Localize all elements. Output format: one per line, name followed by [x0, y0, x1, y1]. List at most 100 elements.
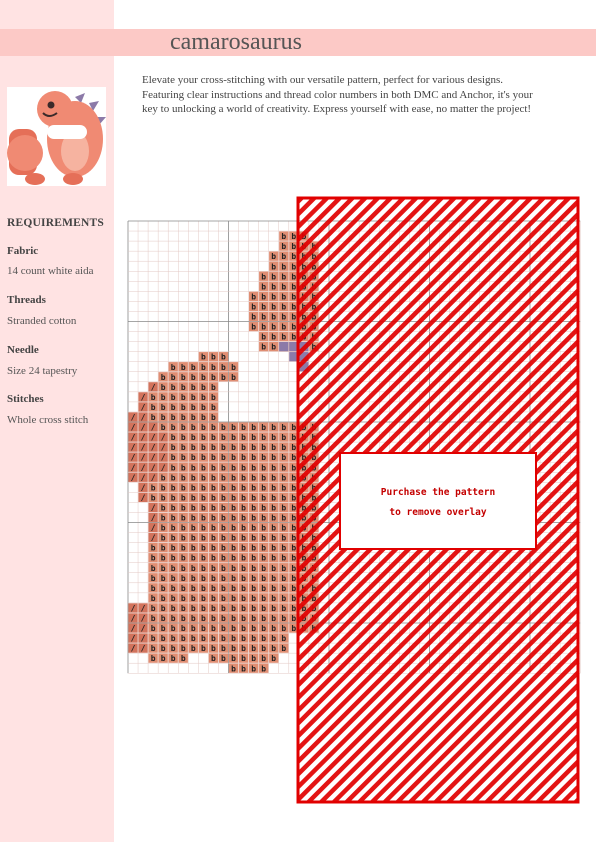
- stitch-cell: [238, 563, 249, 573]
- stitch-symbol: b: [171, 443, 176, 452]
- stitch-cell: [158, 402, 168, 412]
- stitch-cell: [228, 573, 239, 583]
- stitch-cell: [178, 482, 188, 492]
- stitch-cell: [178, 643, 188, 653]
- stitch-symbol: b: [211, 373, 216, 382]
- stitch-cell: [178, 553, 188, 563]
- stitch-cell: [208, 482, 219, 492]
- stitch-cell: [128, 633, 138, 643]
- stitch-symbol: b: [221, 373, 226, 382]
- stitch-symbol: b: [261, 453, 266, 462]
- stitch-symbol: b: [221, 634, 226, 643]
- stitch-symbol: b: [251, 493, 256, 502]
- stitch-symbol: b: [241, 604, 246, 613]
- stitch-cell: [198, 412, 208, 422]
- stitch-cell: [269, 261, 279, 271]
- stitch-symbol: /: [151, 443, 156, 452]
- stitch-symbol: b: [231, 614, 236, 623]
- stitch-cell: [289, 532, 299, 543]
- stitch-cell: [289, 603, 299, 613]
- stitch-cell: [158, 392, 168, 402]
- purchase-overlay-message[interactable]: Purchase the pattern to remove overlay: [339, 452, 537, 550]
- stitch-symbol: /: [161, 453, 166, 462]
- stitch-cell: [249, 432, 259, 442]
- stitch-symbol: b: [181, 524, 186, 533]
- stitch-symbol: b: [291, 323, 296, 332]
- stitch-cell: [218, 492, 229, 502]
- stitch-symbol: b: [171, 503, 176, 512]
- stitch-cell: [218, 452, 229, 462]
- overlay-line-1: Purchase the pattern: [380, 487, 496, 498]
- stitch-cell: [138, 442, 148, 452]
- stitch-symbol: b: [241, 493, 246, 502]
- stitch-cell: [289, 492, 299, 502]
- stitch-cell: [178, 532, 188, 543]
- stitch-symbol: b: [261, 614, 266, 623]
- stitch-cell: [289, 231, 299, 241]
- stitch-cell: [128, 472, 138, 482]
- stitch-cell: [178, 583, 188, 593]
- stitch-cell: [259, 492, 269, 502]
- stitch-symbol: b: [211, 393, 216, 402]
- stitch-symbol: b: [241, 644, 246, 653]
- stitch-symbol: b: [271, 574, 276, 583]
- stitch-cell: [208, 633, 219, 643]
- stitch-symbol: b: [181, 654, 186, 663]
- stitch-symbol: b: [151, 644, 156, 653]
- stitch-symbol: b: [251, 654, 256, 663]
- stitch-symbol: b: [191, 564, 196, 573]
- stitch-symbol: b: [231, 574, 236, 583]
- stitch-cell: [289, 593, 299, 603]
- stitch-cell: [279, 261, 289, 271]
- stitch-cell: [249, 573, 259, 583]
- stitch-symbol: /: [151, 514, 156, 523]
- stitch-cell: [208, 623, 219, 633]
- stitch-symbol: b: [281, 644, 286, 653]
- stitch-cell: [249, 422, 259, 432]
- stitch-symbol: b: [291, 493, 296, 502]
- stitch-symbol: b: [261, 493, 266, 502]
- stitch-symbol: b: [251, 483, 256, 492]
- stitch-symbol: b: [201, 594, 206, 603]
- stitch-cell: [259, 311, 269, 322]
- stitch-cell: [279, 331, 289, 342]
- stitch-cell: [148, 442, 158, 452]
- stitch-cell: [158, 462, 168, 472]
- stitch-cell: [168, 603, 178, 613]
- stitch-cell: [279, 422, 289, 432]
- stitch-symbol: b: [281, 443, 286, 452]
- stitch-cell: [279, 462, 289, 472]
- stitch-cell: [128, 452, 138, 462]
- stitch-symbol: b: [251, 524, 256, 533]
- stitch-symbol: b: [151, 614, 156, 623]
- stitch-symbol: /: [131, 433, 136, 442]
- stitch-symbol: /: [141, 443, 146, 452]
- stitch-cell: [178, 613, 188, 623]
- stitch-symbol: b: [221, 514, 226, 523]
- stitch-symbol: b: [281, 333, 286, 342]
- stitch-symbol: b: [291, 313, 296, 322]
- stitch-symbol: b: [271, 634, 276, 643]
- stitch-symbol: b: [271, 584, 276, 593]
- stitch-cell: [238, 442, 249, 452]
- stitch-cell: [198, 352, 208, 362]
- stitch-symbol: /: [161, 463, 166, 472]
- stitches-value: Whole cross stitch: [7, 414, 89, 426]
- stitch-symbol: b: [211, 574, 216, 583]
- stitch-cell: [188, 603, 198, 613]
- stitch-symbol: b: [261, 514, 266, 523]
- stitch-cell: [128, 643, 138, 653]
- stitch-cell: [178, 472, 188, 482]
- stitch-cell: [259, 442, 269, 452]
- stitch-symbol: b: [221, 574, 226, 583]
- stitch-cell: [168, 422, 178, 432]
- stitch-symbol: b: [241, 594, 246, 603]
- stitch-cell: [289, 422, 299, 432]
- stitch-cell: [138, 643, 148, 653]
- stitch-symbol: b: [181, 363, 186, 372]
- stitch-symbol: b: [201, 624, 206, 633]
- stitch-cell: [208, 472, 219, 482]
- stitch-symbol: b: [221, 353, 226, 362]
- stitch-symbol: b: [251, 554, 256, 563]
- stitch-cell: [279, 532, 289, 543]
